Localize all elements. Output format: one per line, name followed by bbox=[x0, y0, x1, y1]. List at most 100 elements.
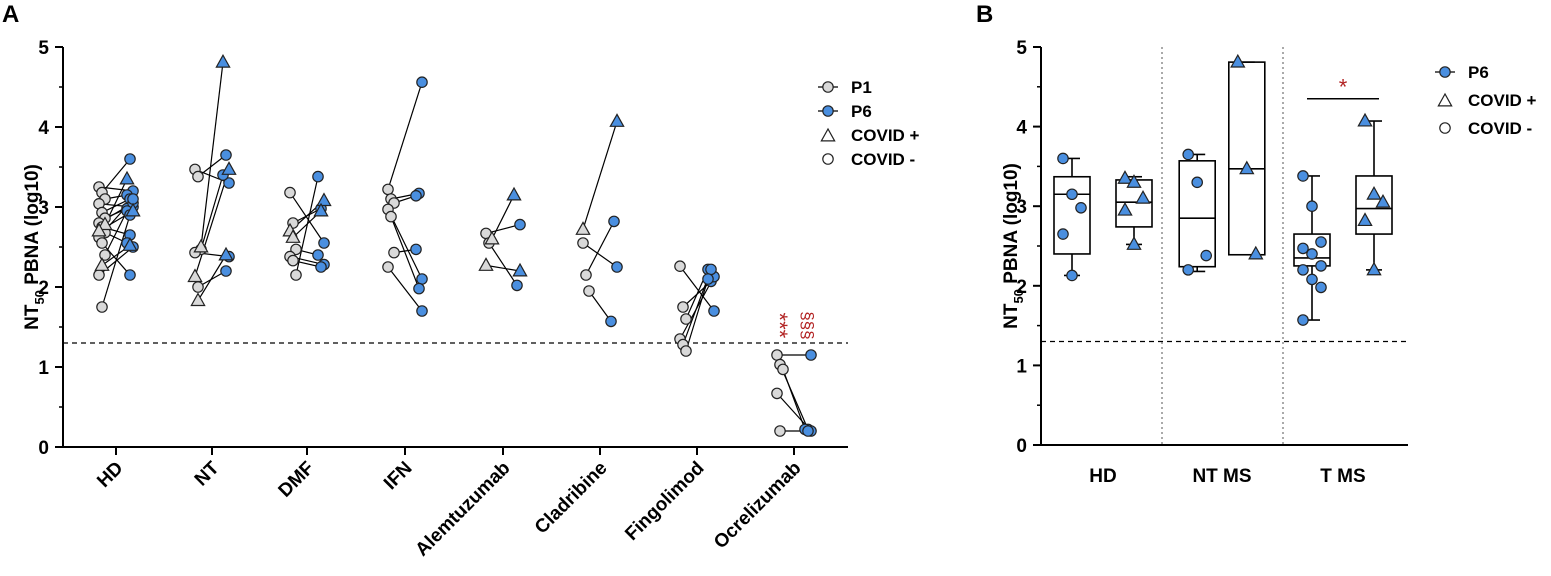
legend-label: COVID - bbox=[1468, 119, 1532, 138]
box bbox=[1053, 175, 1091, 255]
p6-point bbox=[512, 262, 528, 277]
pair-line bbox=[488, 242, 518, 286]
y-tick-label: 1 bbox=[38, 358, 49, 379]
p1-point bbox=[97, 216, 113, 231]
y-tick-label: 3 bbox=[38, 198, 49, 219]
pair-line bbox=[582, 121, 618, 230]
p6-point bbox=[124, 269, 136, 281]
y-axis-label-main: NT bbox=[22, 304, 43, 330]
p6-point bbox=[125, 202, 141, 217]
p1-point bbox=[680, 345, 692, 357]
p1-point bbox=[388, 246, 400, 259]
covid-neg-point bbox=[1297, 242, 1309, 255]
p1-point bbox=[193, 238, 209, 253]
p1-point bbox=[190, 292, 206, 307]
box-hd-neg bbox=[1053, 152, 1091, 282]
y-tick-label: 5 bbox=[1016, 38, 1027, 59]
covid-pos-point bbox=[1126, 236, 1142, 250]
p6-point bbox=[122, 237, 138, 251]
p6-point bbox=[410, 190, 422, 202]
p6-point bbox=[608, 215, 620, 228]
pair-line bbox=[197, 154, 227, 178]
pair-line bbox=[387, 266, 423, 312]
p6-point bbox=[316, 192, 332, 207]
box-t-ms-neg bbox=[1293, 170, 1331, 326]
legend-circle-marker bbox=[822, 81, 834, 93]
covid-pos-point bbox=[1126, 174, 1142, 188]
pair-line bbox=[295, 176, 319, 276]
group-alemtuzumab bbox=[478, 186, 528, 455]
y-tick-label: 0 bbox=[1016, 436, 1027, 457]
box bbox=[1228, 61, 1266, 256]
y-tick-label: 3 bbox=[1016, 197, 1027, 218]
p1-point bbox=[96, 237, 108, 249]
group-ocrelizumab bbox=[771, 349, 817, 455]
p1-point bbox=[577, 237, 589, 249]
legend-circle-marker bbox=[822, 105, 834, 117]
panel-b: B 0 1 2 3 4 5 NT50 PBNA (log10) HD NT MS T MS * P6 CO… bbox=[976, 1, 1537, 487]
legend-triangle-marker bbox=[1437, 92, 1453, 107]
covid-pos-point bbox=[1366, 261, 1382, 276]
pair-line bbox=[685, 278, 709, 352]
p1-point bbox=[93, 269, 105, 281]
p6-point bbox=[702, 273, 714, 285]
p6-point bbox=[506, 186, 522, 201]
x-tick-label: IFN bbox=[380, 458, 416, 494]
significance-mark: *** bbox=[767, 313, 792, 339]
x-tick-label: NT bbox=[191, 457, 224, 490]
pair-line bbox=[197, 254, 227, 301]
p6-point bbox=[514, 218, 526, 231]
p1-point bbox=[674, 260, 686, 272]
p1-point bbox=[285, 229, 301, 243]
legend-triangle-marker bbox=[820, 127, 836, 142]
covid-neg-point bbox=[1191, 176, 1203, 189]
p6-point bbox=[315, 261, 327, 273]
x-tick-label: Fingolimod bbox=[621, 458, 708, 545]
y-axis-label-sub: 50 bbox=[1011, 289, 1026, 303]
x-category-label: T MS bbox=[1320, 466, 1365, 487]
p1-point bbox=[290, 269, 302, 281]
p1-point bbox=[478, 257, 494, 271]
x-tick-label: DMF bbox=[275, 458, 319, 502]
group-nt bbox=[187, 53, 237, 455]
group-cladribine bbox=[575, 113, 625, 455]
covid-neg-point bbox=[1297, 264, 1309, 276]
covid-neg-point bbox=[1075, 201, 1087, 214]
p1-point bbox=[484, 230, 500, 245]
covid-neg-point bbox=[1306, 200, 1318, 212]
pair-line bbox=[387, 82, 423, 190]
covid-pos-point bbox=[1117, 170, 1133, 184]
covid-pos-point bbox=[1375, 193, 1391, 208]
box bbox=[1355, 175, 1393, 235]
p1-point bbox=[94, 257, 110, 271]
p6-point bbox=[313, 202, 329, 217]
y-axis-label: NT50 PBNA (log10) bbox=[22, 164, 47, 330]
pair-line bbox=[200, 62, 224, 248]
p6-point bbox=[413, 282, 425, 295]
panel-label-a: A bbox=[2, 1, 19, 28]
y-tick-label: 5 bbox=[38, 38, 49, 59]
p1-point bbox=[771, 387, 783, 400]
p6-point bbox=[805, 349, 817, 361]
p1-point bbox=[575, 221, 591, 235]
covid-neg-point bbox=[1057, 228, 1069, 240]
x-tick-label: Ocrelizumab bbox=[710, 458, 805, 553]
p6-point bbox=[220, 149, 232, 161]
pair-line bbox=[390, 216, 420, 289]
x-tick-label: Cladribine bbox=[531, 458, 612, 539]
p6-point bbox=[416, 273, 428, 285]
p1-point bbox=[99, 249, 111, 261]
covid-neg-point bbox=[1306, 273, 1318, 286]
p6-point bbox=[611, 261, 623, 273]
p6-point bbox=[119, 170, 135, 185]
p1-point bbox=[96, 301, 108, 313]
pair-line bbox=[485, 264, 521, 272]
p1-point bbox=[192, 281, 204, 293]
covid-pos-point bbox=[1135, 190, 1151, 204]
pair-line bbox=[101, 214, 131, 308]
box-hd-pos bbox=[1115, 170, 1153, 250]
covid-neg-point bbox=[1297, 170, 1309, 182]
p6-point bbox=[416, 76, 428, 88]
y-axis-label: NT50 PBNA (log10) bbox=[1001, 163, 1026, 329]
covid-pos-point bbox=[1117, 201, 1133, 216]
